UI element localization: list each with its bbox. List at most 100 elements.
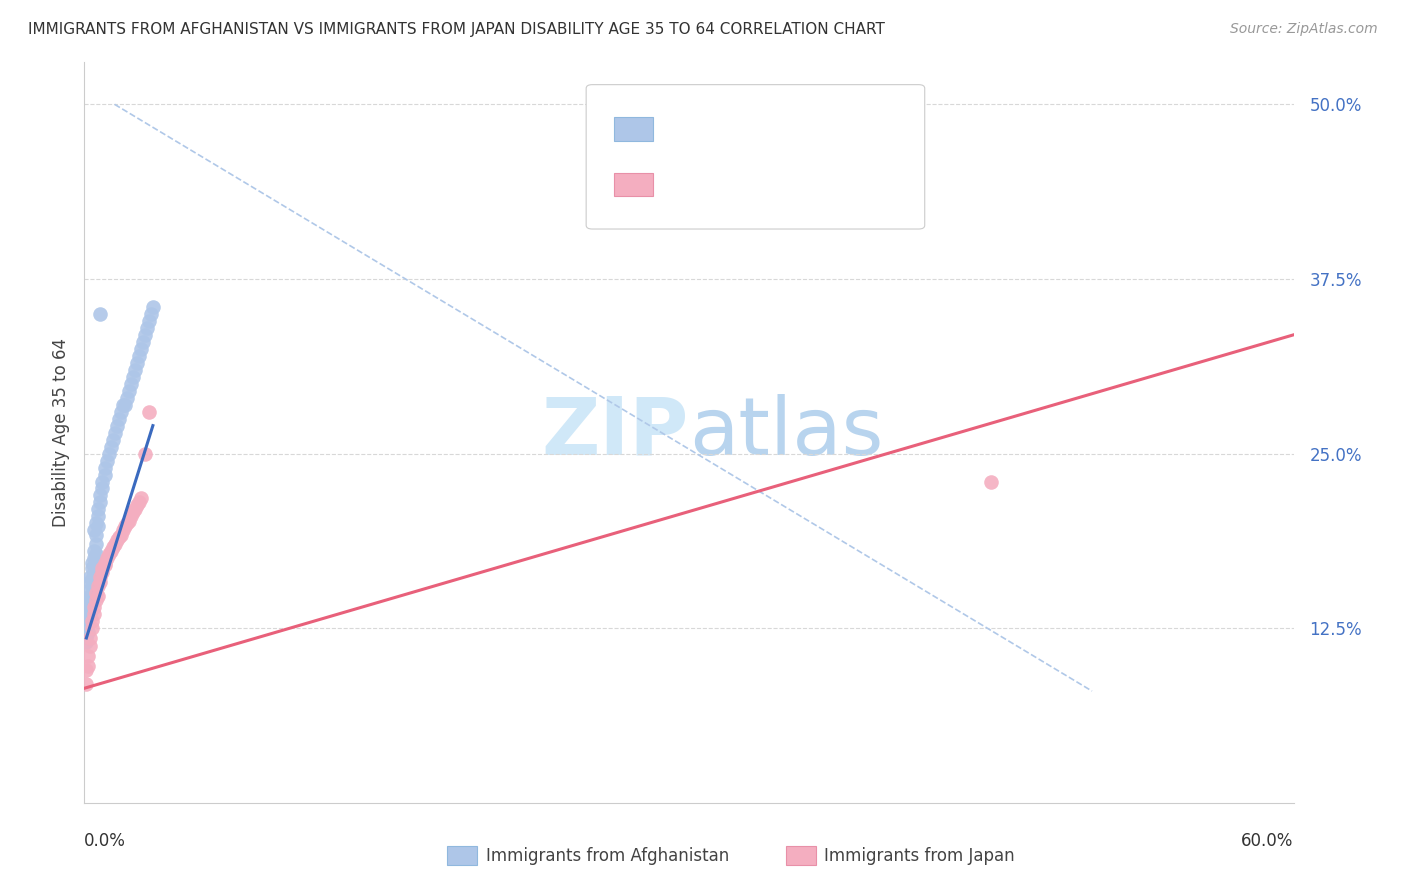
Point (75, 677, 97, 691)
Text: N =: N = (801, 120, 853, 138)
Point (114, 398, 136, 412)
Point (89, 575, 111, 590)
Point (82, 589, 104, 603)
Point (121, 505, 143, 519)
Point (77, 603, 100, 617)
Point (105, 418, 128, 433)
Point (115, 391, 138, 405)
Point (110, 405, 132, 419)
Point (93, 460, 115, 475)
Point (82, 556, 104, 570)
Point (124, 502, 146, 516)
Point (87, 509, 110, 524)
Point (91, 475, 114, 489)
Point (120, 376, 142, 391)
Point (107, 411, 129, 425)
Point (79, 596, 101, 610)
Point (93, 467, 115, 482)
Point (87, 519, 110, 533)
Point (104, 537, 127, 551)
Point (86, 547, 108, 561)
Point (111, 398, 134, 412)
Point (139, 307, 162, 321)
Point (105, 533, 128, 548)
Text: 60.0%: 60.0% (1241, 832, 1294, 850)
Point (82, 579, 104, 593)
Point (132, 334, 155, 349)
FancyBboxPatch shape (586, 85, 925, 229)
Point (75, 614, 97, 628)
Point (82, 614, 104, 628)
Point (77, 617, 100, 632)
Point (101, 540, 124, 554)
Point (79, 640, 101, 654)
Point (91, 566, 114, 580)
Text: Source: ZipAtlas.com: Source: ZipAtlas.com (1230, 22, 1378, 37)
Text: Immigrants from Japan: Immigrants from Japan (824, 847, 1015, 865)
Point (135, 321, 157, 335)
Point (124, 363, 146, 377)
Point (100, 544, 122, 558)
Point (77, 600, 100, 615)
Point (121, 369, 143, 384)
Point (82, 572, 104, 586)
Point (86, 537, 108, 551)
Point (79, 575, 101, 590)
Point (75, 631, 97, 645)
Point (87, 579, 110, 593)
Point (86, 527, 108, 541)
Point (79, 583, 101, 598)
Point (83, 551, 105, 566)
Point (86, 593, 108, 607)
Point (104, 425, 127, 440)
Point (118, 384, 141, 398)
Point (125, 498, 148, 512)
Point (107, 530, 129, 544)
Point (89, 495, 111, 509)
Point (75, 635, 97, 649)
Point (134, 446, 156, 460)
Point (82, 621, 104, 635)
Point (75, 607, 97, 622)
Text: atlas: atlas (689, 393, 883, 472)
Point (77, 659, 100, 673)
Point (110, 527, 132, 541)
Point (118, 514, 141, 528)
Y-axis label: Disability Age 35 to 64: Disability Age 35 to 64 (52, 338, 70, 527)
Point (87, 502, 110, 516)
Point (97, 547, 120, 561)
FancyBboxPatch shape (786, 847, 815, 865)
Point (83, 524, 105, 538)
FancyBboxPatch shape (614, 117, 652, 141)
Point (86, 586, 108, 600)
Text: R =: R = (675, 120, 713, 138)
Text: IMMIGRANTS FROM AFGHANISTAN VS IMMIGRANTS FROM JAPAN DISABILITY AGE 35 TO 64 COR: IMMIGRANTS FROM AFGHANISTAN VS IMMIGRANT… (28, 22, 884, 37)
FancyBboxPatch shape (447, 847, 478, 865)
Point (129, 491, 152, 506)
Point (83, 600, 105, 615)
Point (91, 482, 114, 496)
Point (138, 405, 160, 419)
Text: 65: 65 (870, 120, 896, 138)
Text: ZIP: ZIP (541, 393, 689, 472)
Point (82, 561, 104, 575)
Point (79, 607, 101, 622)
Point (75, 621, 97, 635)
Point (980, 475, 1002, 489)
Point (128, 495, 150, 509)
Text: R =: R = (675, 176, 713, 194)
Point (96, 453, 118, 467)
Point (77, 625, 100, 640)
Point (87, 589, 110, 603)
Point (83, 566, 105, 580)
Point (100, 440, 122, 454)
Point (86, 516, 108, 531)
Point (120, 509, 142, 524)
Point (93, 556, 115, 570)
Point (138, 314, 160, 328)
Point (89, 488, 111, 502)
Point (115, 516, 138, 531)
Point (79, 569, 101, 583)
Point (83, 607, 105, 622)
Point (77, 611, 100, 625)
